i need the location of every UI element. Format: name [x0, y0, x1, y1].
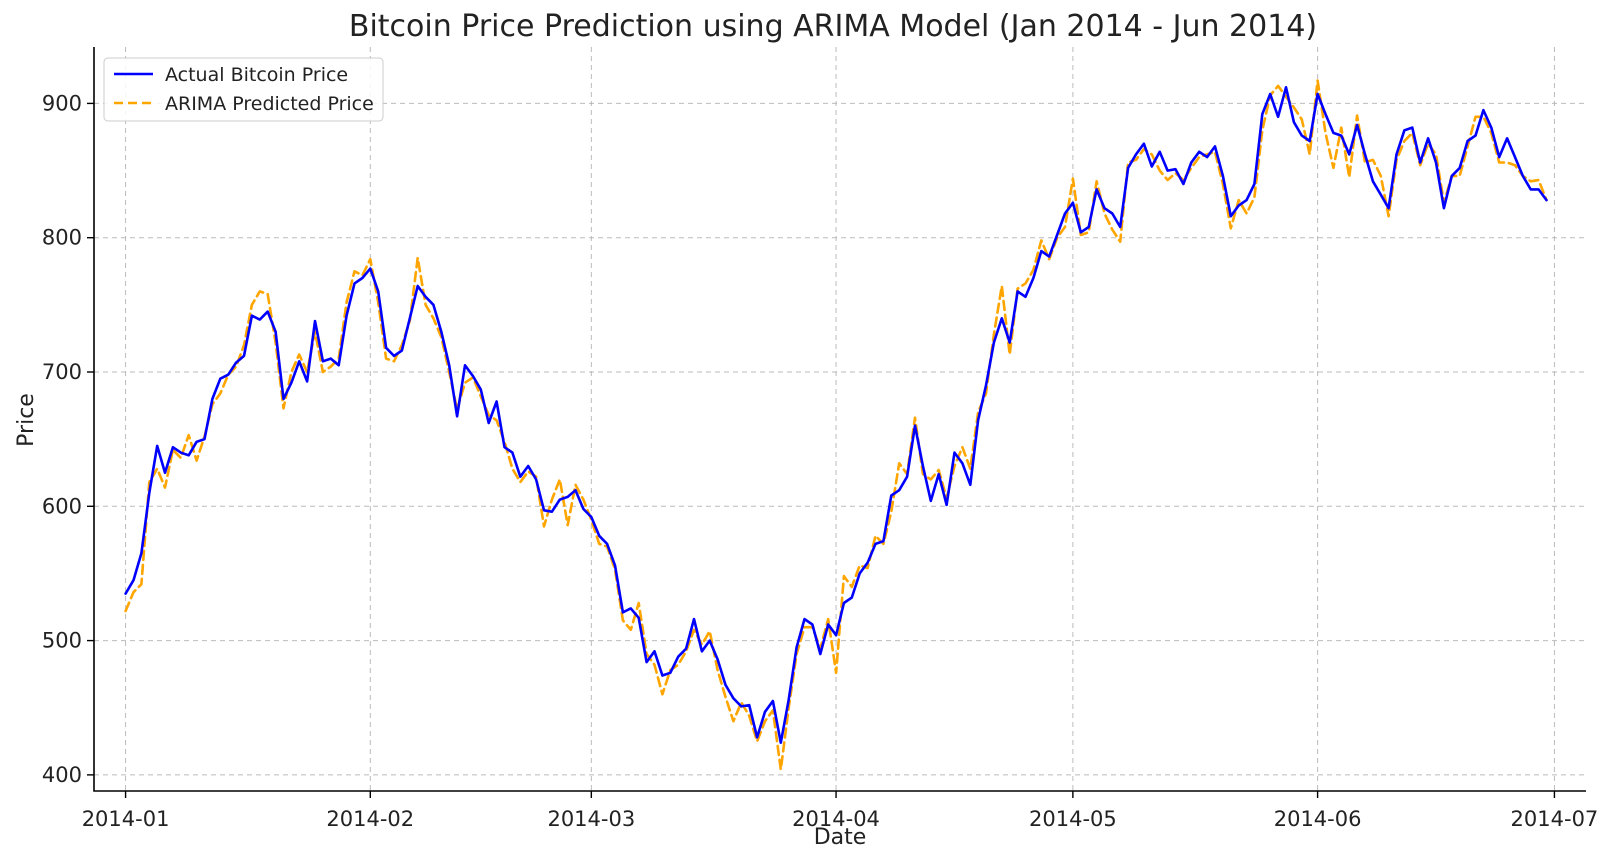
x-tick-label: 2014-05	[1029, 807, 1117, 831]
grid	[94, 47, 1586, 791]
y-axis-ticks: 400 500 600 700 800 900	[42, 91, 94, 787]
series-group	[124, 79, 1548, 771]
x-axis-label: Date	[814, 825, 867, 850]
series-line-actual	[124, 86, 1548, 744]
y-tick-label: 600	[42, 494, 82, 518]
y-tick-label: 800	[42, 226, 82, 250]
x-tick-label: 2014-04	[792, 807, 880, 831]
series-line-predicted	[124, 79, 1548, 771]
legend-label-predicted: ARIMA Predicted Price	[165, 93, 374, 115]
x-tick-label: 2014-06	[1274, 807, 1362, 831]
x-tick-label: 2014-07	[1511, 807, 1599, 831]
y-axis-label: Price	[14, 393, 39, 447]
x-axis-ticks: 2014-01 2014-02 2014-03 2014-04 2014-05 2014-…	[82, 791, 1599, 831]
y-tick-label: 900	[42, 91, 82, 115]
axes-frame	[93, 47, 1586, 792]
y-tick-label: 700	[42, 360, 82, 384]
x-tick-label: 2014-02	[326, 807, 414, 831]
legend-box	[103, 57, 384, 122]
legend: Actual Bitcoin Price ARIMA Predicted Pri…	[103, 57, 384, 122]
x-tick-label: 2014-01	[82, 807, 170, 831]
y-tick-label: 500	[42, 629, 82, 653]
legend-label-actual: Actual Bitcoin Price	[165, 64, 348, 86]
x-tick-label: 2014-03	[547, 807, 635, 831]
y-tick-label: 400	[42, 763, 82, 787]
chart-title: Bitcoin Price Prediction using ARIMA Mod…	[349, 9, 1317, 44]
